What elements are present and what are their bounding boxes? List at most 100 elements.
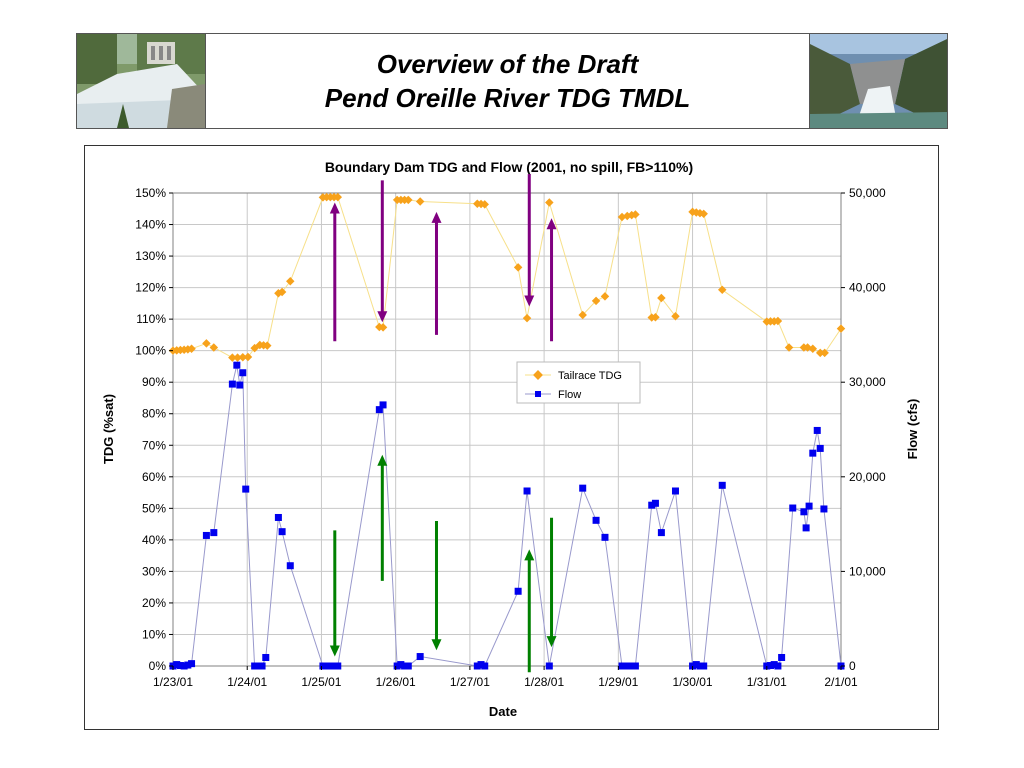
flow-point: [813, 426, 821, 434]
flow-point: [648, 501, 656, 509]
flow-point: [800, 508, 808, 516]
tdg-point: [578, 310, 587, 320]
flow-point: [188, 660, 196, 668]
y-axis-label: TDG (%sat): [101, 394, 116, 464]
flow-point: [592, 516, 600, 524]
purple-arrow-head: [431, 211, 442, 223]
flow-point: [326, 662, 334, 670]
flow-point: [766, 662, 774, 670]
flow-point: [239, 369, 247, 377]
tdg-point: [522, 313, 532, 323]
x-tick-label: 1/28/01: [524, 675, 564, 689]
legend-tdg-marker: [533, 370, 543, 380]
y-tick-label: 140%: [135, 218, 166, 232]
dam-spillway-image: [77, 34, 205, 128]
green-arrow-head: [329, 645, 340, 657]
flow-point: [820, 505, 828, 513]
flow-point: [173, 661, 181, 669]
dam-canyon-spill-photo: [809, 34, 947, 128]
chart-legend: Tailrace TDG Flow: [516, 361, 641, 404]
flow-point: [631, 662, 639, 670]
y-tick-label: 0%: [149, 659, 167, 673]
x-tick-label: 1/27/01: [450, 675, 490, 689]
tdg-point: [600, 292, 610, 301]
series-points: [168, 192, 846, 670]
flow-point: [323, 662, 331, 670]
tdg-point: [784, 343, 794, 352]
tdg-flow-chart: Boundary Dam TDG and Flow (2001, no spil…: [101, 159, 920, 719]
flow-point: [416, 653, 424, 661]
flow-point: [176, 662, 184, 670]
flow-point: [692, 661, 700, 669]
tdg-point: [233, 353, 242, 362]
tdg-point: [718, 285, 727, 295]
flow-point: [618, 662, 626, 670]
flow-point: [805, 502, 813, 510]
tdg-point: [228, 353, 237, 362]
tdg-point: [202, 339, 211, 348]
flow-point: [258, 662, 266, 670]
y2-tick-label: 10,000: [849, 564, 886, 578]
purple-arrow-head: [377, 311, 388, 323]
tdg-point: [209, 343, 219, 352]
x-axis-label: Date: [489, 704, 517, 719]
y2-axis-label: Flow (cfs): [905, 399, 920, 460]
flow-point: [319, 662, 327, 670]
chart-container: Boundary Dam TDG and Flow (2001, no spil…: [84, 145, 939, 730]
y-tick-label: 60%: [142, 470, 166, 484]
green-arrow-head: [524, 549, 535, 561]
y-tick-label: 100%: [135, 344, 166, 358]
tdg-point: [513, 263, 523, 272]
flow-point: [809, 449, 817, 457]
flow-point: [579, 484, 587, 492]
dam-canyon-image: [810, 34, 947, 128]
tdg-point: [591, 296, 601, 306]
tdg-point: [820, 348, 829, 358]
flow-point: [477, 661, 485, 669]
tdg-point: [651, 312, 660, 322]
y-tick-label: 10%: [142, 627, 166, 641]
flow-point: [774, 662, 782, 670]
y-tick-label: 120%: [135, 281, 166, 295]
tdg-point: [815, 348, 825, 358]
y2-tick-label: 50,000: [849, 186, 886, 200]
flow-point: [473, 662, 481, 670]
y-tick-label: 20%: [142, 596, 166, 610]
y-tick-label: 40%: [142, 533, 166, 547]
purple-arrow-head: [524, 295, 535, 307]
x-tick-label: 1/29/01: [598, 675, 638, 689]
flow-point: [802, 524, 810, 532]
slide-title-line-1: Overview of the Draft: [376, 49, 639, 79]
flow-point: [770, 661, 778, 669]
flow-point: [816, 444, 824, 452]
series-line-tdg: [172, 196, 842, 359]
tdg-point: [415, 197, 425, 206]
flow-point: [778, 653, 786, 661]
y2-tick-label: 0: [849, 659, 856, 673]
x-tick-label: 1/24/01: [227, 675, 267, 689]
x-tick-label: 2/1/01: [824, 675, 858, 689]
green-arrow-head: [377, 454, 388, 466]
flow-point: [393, 662, 401, 670]
flow-point: [242, 485, 250, 493]
flow-point: [278, 528, 286, 536]
y-tick-label: 130%: [135, 249, 166, 263]
flow-point: [651, 499, 659, 507]
x-tick-label: 1/26/01: [376, 675, 416, 689]
dam-spillway-photo: [77, 34, 206, 128]
tdg-point: [773, 316, 783, 326]
slide-title-line-2: Pend Oreille River TDG TMDL: [324, 83, 691, 113]
tdg-point: [187, 344, 196, 354]
flow-point: [262, 653, 270, 661]
flow-point: [623, 662, 631, 670]
green-arrow-head: [546, 636, 557, 648]
flow-point: [233, 361, 241, 369]
y-tick-label: 110%: [136, 312, 166, 326]
purple-arrow-head: [546, 218, 557, 230]
flow-point: [228, 380, 236, 388]
tdg-point: [243, 352, 253, 362]
x-tick-label: 1/30/01: [673, 675, 713, 689]
flow-point: [254, 662, 262, 670]
y-tick-label: 90%: [142, 375, 166, 389]
green-arrow-head: [431, 639, 442, 651]
